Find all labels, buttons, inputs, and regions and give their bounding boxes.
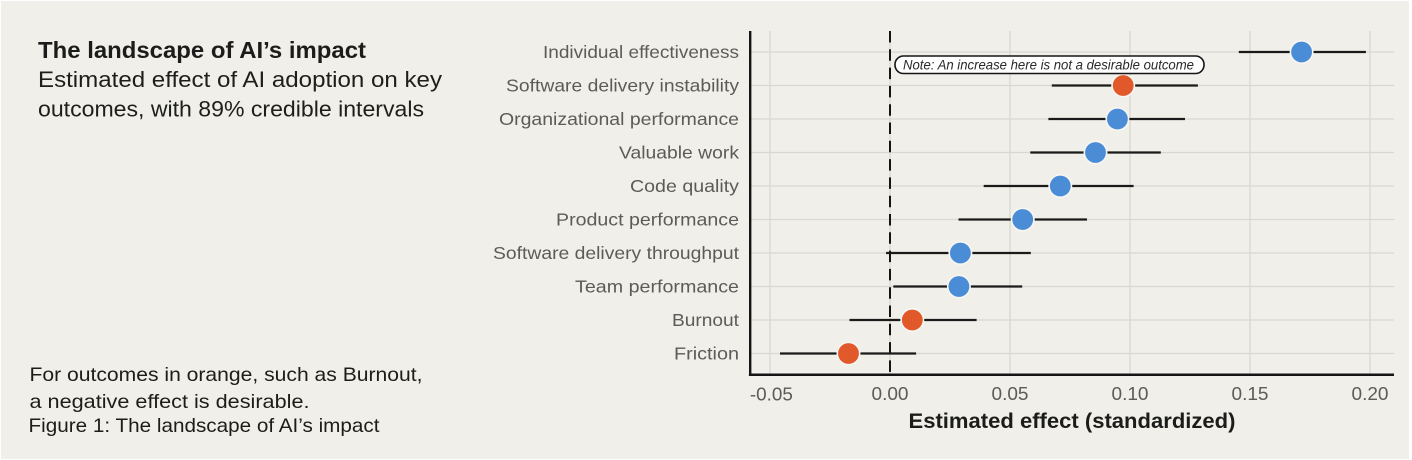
svg-text:Team performance: Team performance <box>575 277 739 297</box>
svg-text:Individual effectiveness: Individual effectiveness <box>543 42 739 62</box>
svg-text:Valuable work: Valuable work <box>619 143 739 163</box>
svg-text:Code quality: Code quality <box>630 176 739 196</box>
svg-text:Product performance: Product performance <box>556 210 739 230</box>
svg-text:0.15: 0.15 <box>1232 383 1269 404</box>
svg-text:Software delivery instability: Software delivery instability <box>506 76 739 96</box>
svg-text:Estimated effect (standardized: Estimated effect (standardized) <box>909 410 1236 433</box>
svg-text:Figure 1: The landscape of AI’: Figure 1: The landscape of AI’s impact <box>29 415 381 437</box>
svg-text:a negative effect is desirable: a negative effect is desirable. <box>30 391 310 413</box>
svg-text:Software delivery throughput: Software delivery throughput <box>493 243 739 263</box>
svg-text:outcomes, with 89% credible in: outcomes, with 89% credible intervals <box>38 96 424 121</box>
svg-text:0.20: 0.20 <box>1352 383 1389 404</box>
svg-text:0.00: 0.00 <box>872 383 909 404</box>
svg-text:The landscape of AI’s impact: The landscape of AI’s impact <box>38 37 366 63</box>
svg-text:Friction: Friction <box>674 344 739 364</box>
svg-text:-0.05: -0.05 <box>750 383 793 404</box>
svg-text:0.05: 0.05 <box>992 383 1029 404</box>
svg-text:For outcomes in orange, such a: For outcomes in orange, such as Burnout, <box>30 364 423 386</box>
svg-text:Burnout: Burnout <box>672 310 739 330</box>
svg-text:Estimated effect of AI adoptio: Estimated effect of AI adoption on key <box>38 67 442 92</box>
svg-text:Organizational performance: Organizational performance <box>499 109 739 129</box>
svg-text:Note: An increase here is not: Note: An increase here is not a desirabl… <box>903 58 1194 73</box>
svg-text:0.10: 0.10 <box>1112 383 1149 404</box>
